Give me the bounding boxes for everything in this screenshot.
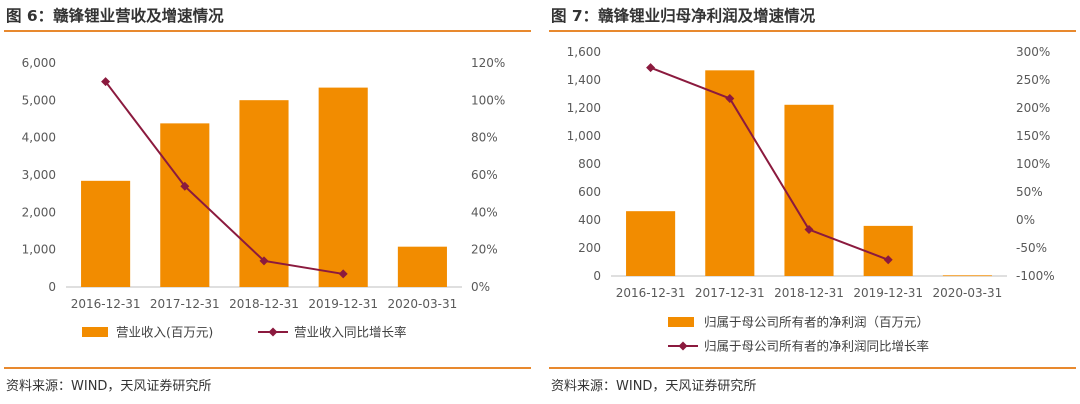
y-left-tick-label: 0 — [48, 280, 56, 294]
figure-6-panel: 图 6：赣锋锂业营收及增速情况 0 1,000 2,000 3,000 4,000 5,0… — [0, 0, 535, 404]
legend-label: 归属于母公司所有者的净利润（百万元） — [704, 315, 929, 330]
x-tick-label: 2017-12-31 — [695, 286, 765, 300]
growth-point — [338, 269, 348, 279]
y-left-tick-label: 600 — [578, 185, 601, 199]
figure-7-panel: 图 7：赣锋锂业归母净利润及增速情况 0 200 400 600 800 1,000 1,2… — [545, 0, 1080, 404]
y-left-tick-label: 1,400 — [567, 73, 601, 87]
y-right-tick-label: 150% — [1016, 129, 1050, 143]
y-left-tick-label: 200 — [578, 241, 601, 255]
y-right-tick-label: 20% — [471, 243, 498, 257]
source-divider — [549, 367, 1076, 369]
bar — [160, 123, 210, 287]
y-left-tick-label: 400 — [578, 213, 601, 227]
growth-point — [180, 181, 190, 191]
y-right-tick-label: 0% — [471, 280, 490, 294]
bar — [863, 225, 913, 276]
bar — [81, 180, 131, 287]
title-divider — [549, 30, 1076, 32]
x-tick-label: 2020-03-31 — [388, 297, 458, 311]
y-left-tick-label: 6,000 — [22, 56, 56, 70]
source-note: 资料来源：WIND，天风证券研究所 — [6, 379, 212, 394]
growth-point — [259, 256, 269, 266]
y-right-tick-label: 50% — [1016, 185, 1043, 199]
y-left-tick-label: 5,000 — [22, 93, 56, 107]
y-right-tick-label: -100% — [1016, 269, 1055, 283]
growth-point — [883, 255, 893, 265]
legend-line-marker — [678, 341, 688, 351]
x-tick-label: 2018-12-31 — [229, 297, 299, 311]
bar — [626, 211, 676, 276]
bar — [705, 70, 755, 276]
legend-label: 归属于母公司所有者的净利润同比增长率 — [704, 339, 929, 354]
y-right-tick-label: 40% — [471, 205, 498, 219]
y-right-tick-label: 120% — [471, 56, 505, 70]
x-tick-label: 2016-12-31 — [71, 297, 141, 311]
y-left-tick-label: 2,000 — [22, 205, 56, 219]
figure-title: 图 6：赣锋锂业营收及增速情况 — [6, 7, 224, 25]
bar — [784, 104, 834, 276]
y-left-tick-label: 4,000 — [22, 131, 56, 145]
growth-line — [104, 81, 344, 275]
y-right-tick-label: 80% — [471, 131, 498, 145]
legend-label: 营业收入同比增长率 — [294, 325, 407, 340]
net-profit-chart: 0 200 400 600 800 1,000 1,200 1,400 1,600 -100% -5… — [567, 45, 1055, 354]
source-note: 资料来源：WIND，天风证券研究所 — [551, 379, 757, 394]
growth-point — [101, 77, 111, 87]
x-tick-label: 2018-12-31 — [774, 286, 844, 300]
source-divider — [4, 367, 531, 369]
legend-label: 营业收入(百万元) — [116, 325, 213, 340]
y-left-tick-label: 1,600 — [567, 45, 601, 59]
figure-title: 图 7：赣锋锂业归母净利润及增速情况 — [551, 7, 816, 25]
y-right-tick-label: 0% — [1016, 213, 1035, 227]
y-right-tick-label: -50% — [1016, 241, 1047, 255]
bar — [318, 87, 368, 287]
title-divider — [4, 30, 531, 32]
y-right-tick-label: 250% — [1016, 73, 1050, 87]
growth-point — [725, 93, 735, 103]
y-right-tick-label: 200% — [1016, 101, 1050, 115]
y-right-tick-label: 300% — [1016, 45, 1050, 59]
legend-bar-swatch — [82, 327, 108, 337]
y-right-tick-label: 100% — [471, 93, 505, 107]
bar — [397, 246, 447, 287]
y-left-tick-label: 3,000 — [22, 168, 56, 182]
revenue-chart: 0 1,000 2,000 3,000 4,000 5,000 6,000 0% 20% 40% 6… — [22, 56, 506, 340]
y-left-tick-label: 1,200 — [567, 101, 601, 115]
bar — [942, 275, 992, 277]
growth-line — [650, 66, 889, 261]
x-tick-label: 2016-12-31 — [616, 286, 686, 300]
x-tick-label: 2017-12-31 — [150, 297, 220, 311]
y-right-tick-label: 60% — [471, 168, 498, 182]
bar — [239, 100, 289, 288]
legend-bar-swatch — [668, 317, 694, 327]
y-left-tick-label: 1,000 — [22, 243, 56, 257]
x-tick-label: 2020-03-31 — [933, 286, 1003, 300]
x-tick-label: 2019-12-31 — [853, 286, 923, 300]
y-left-tick-label: 800 — [578, 157, 601, 171]
legend-line-marker — [268, 327, 278, 337]
growth-point — [646, 63, 656, 73]
growth-point — [804, 225, 814, 235]
x-tick-label: 2019-12-31 — [308, 297, 378, 311]
y-left-tick-label: 1,000 — [567, 129, 601, 143]
y-left-tick-label: 0 — [593, 269, 601, 283]
y-right-tick-label: 100% — [1016, 157, 1050, 171]
